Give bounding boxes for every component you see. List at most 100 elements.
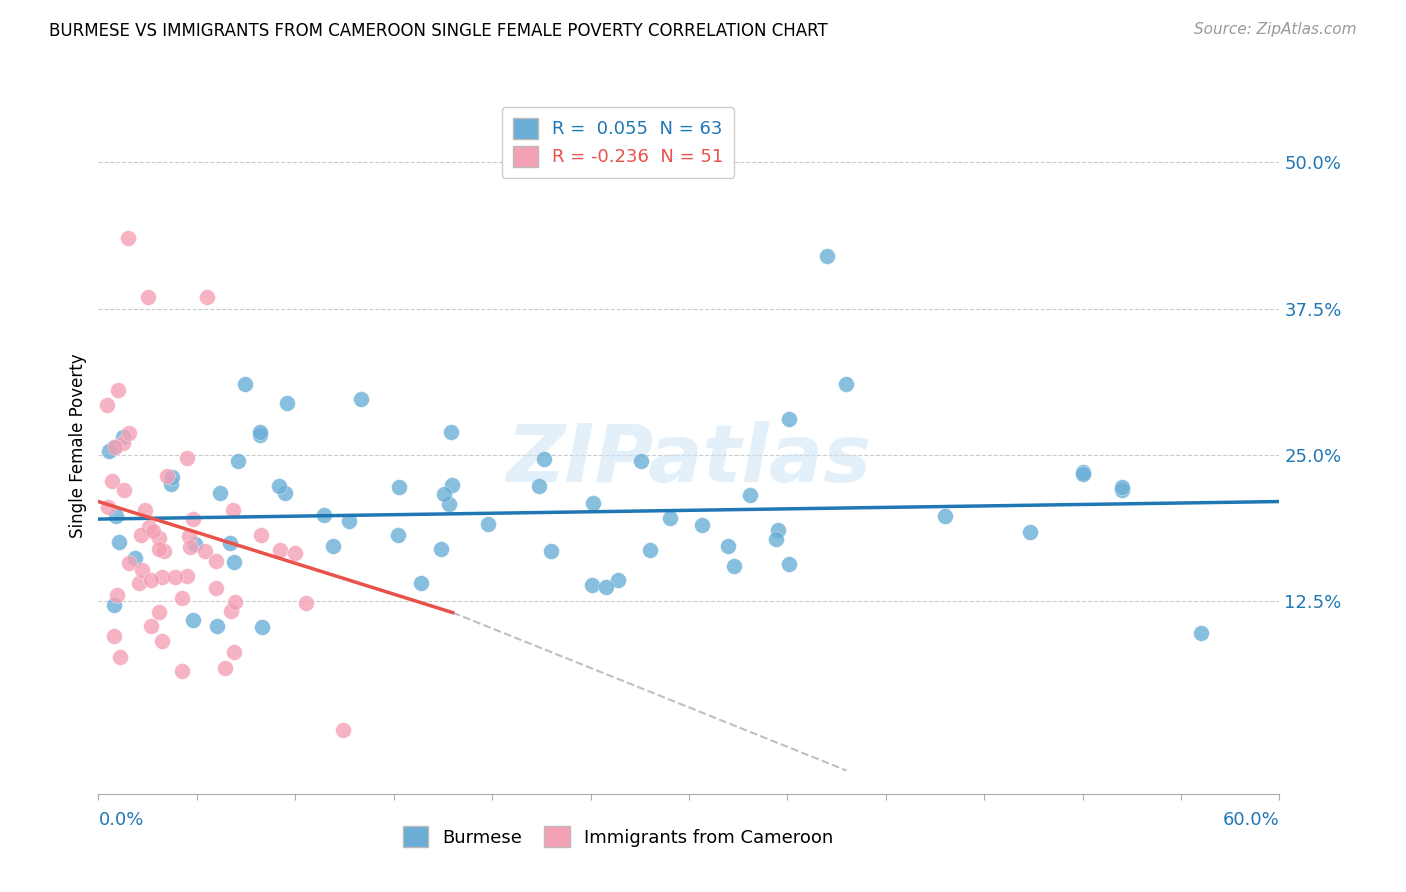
Point <box>659 511 682 525</box>
Point <box>723 559 745 574</box>
Point <box>249 425 271 439</box>
Point <box>96 398 118 412</box>
Point <box>222 503 245 517</box>
Point <box>118 425 141 440</box>
Text: BURMESE VS IMMIGRANTS FROM CAMEROON SINGLE FEMALE POVERTY CORRELATION CHART: BURMESE VS IMMIGRANTS FROM CAMEROON SING… <box>49 22 828 40</box>
Point <box>1189 625 1212 640</box>
Point <box>134 503 156 517</box>
Point <box>107 384 129 398</box>
Point <box>101 474 124 488</box>
Point <box>250 620 273 634</box>
Point <box>222 555 245 569</box>
Point <box>269 543 291 558</box>
Point <box>103 629 125 643</box>
Point <box>176 569 198 583</box>
Point <box>138 520 160 534</box>
Point <box>179 540 201 554</box>
Point <box>219 604 242 618</box>
Text: Source: ZipAtlas.com: Source: ZipAtlas.com <box>1194 22 1357 37</box>
Point <box>581 496 603 510</box>
Text: ZIPatlas: ZIPatlas <box>506 421 872 499</box>
Point <box>131 563 153 577</box>
Point <box>205 619 228 633</box>
Point <box>267 478 290 492</box>
Point <box>934 509 956 524</box>
Text: 60.0%: 60.0% <box>1223 812 1279 830</box>
Point <box>148 605 170 619</box>
Point <box>312 508 335 522</box>
Point <box>139 619 162 633</box>
Point <box>815 249 838 263</box>
Point <box>778 412 800 426</box>
Point <box>148 542 170 557</box>
Point <box>233 376 256 391</box>
Point <box>581 577 603 591</box>
Point <box>778 557 800 571</box>
Point <box>1071 465 1094 479</box>
Point <box>181 512 204 526</box>
Point <box>717 540 740 554</box>
Point <box>219 536 242 550</box>
Point <box>477 516 499 531</box>
Point <box>388 480 411 494</box>
Point <box>104 440 127 454</box>
Point <box>195 290 218 304</box>
Point <box>105 508 128 523</box>
Point <box>205 582 228 596</box>
Point <box>112 430 135 444</box>
Y-axis label: Single Female Poverty: Single Female Poverty <box>69 354 87 538</box>
Point <box>103 598 125 612</box>
Point <box>105 588 128 602</box>
Point <box>110 650 132 665</box>
Point <box>153 544 176 558</box>
Point <box>205 554 228 568</box>
Point <box>1019 524 1042 539</box>
Point <box>527 479 550 493</box>
Point <box>97 500 120 515</box>
Legend: Burmese, Immigrants from Cameroon: Burmese, Immigrants from Cameroon <box>395 819 841 855</box>
Point <box>148 531 170 545</box>
Point <box>224 595 246 609</box>
Point <box>97 443 120 458</box>
Point <box>139 573 162 587</box>
Point <box>162 470 184 484</box>
Point <box>606 573 628 587</box>
Point <box>163 570 186 584</box>
Point <box>294 596 316 610</box>
Text: 0.0%: 0.0% <box>98 812 143 830</box>
Point <box>214 661 236 675</box>
Point <box>1111 480 1133 494</box>
Point <box>630 454 652 468</box>
Point <box>387 528 409 542</box>
Point <box>117 231 139 245</box>
Point <box>184 537 207 551</box>
Point <box>226 454 249 468</box>
Point <box>118 556 141 570</box>
Point <box>152 570 174 584</box>
Point <box>274 485 297 500</box>
Point <box>177 529 200 543</box>
Point <box>156 468 179 483</box>
Point <box>835 377 858 392</box>
Point <box>350 392 373 406</box>
Point <box>124 550 146 565</box>
Point <box>103 441 125 455</box>
Point <box>595 580 617 594</box>
Point <box>194 544 217 558</box>
Point <box>128 575 150 590</box>
Point <box>533 452 555 467</box>
Point <box>638 543 661 558</box>
Point <box>142 524 165 538</box>
Point <box>540 544 562 558</box>
Point <box>322 539 344 553</box>
Point <box>112 483 135 497</box>
Point <box>765 532 787 546</box>
Point <box>337 514 360 528</box>
Point <box>208 486 231 500</box>
Point <box>440 425 463 440</box>
Point <box>1111 483 1133 497</box>
Point <box>332 723 354 738</box>
Point <box>1071 467 1094 482</box>
Point <box>430 541 453 556</box>
Point <box>433 487 456 501</box>
